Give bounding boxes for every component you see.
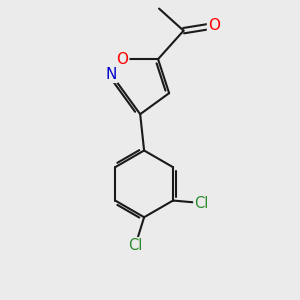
Text: O: O: [208, 18, 220, 33]
Text: Cl: Cl: [194, 196, 209, 211]
Text: Cl: Cl: [128, 238, 142, 253]
Text: N: N: [106, 67, 117, 82]
Text: O: O: [116, 52, 128, 67]
